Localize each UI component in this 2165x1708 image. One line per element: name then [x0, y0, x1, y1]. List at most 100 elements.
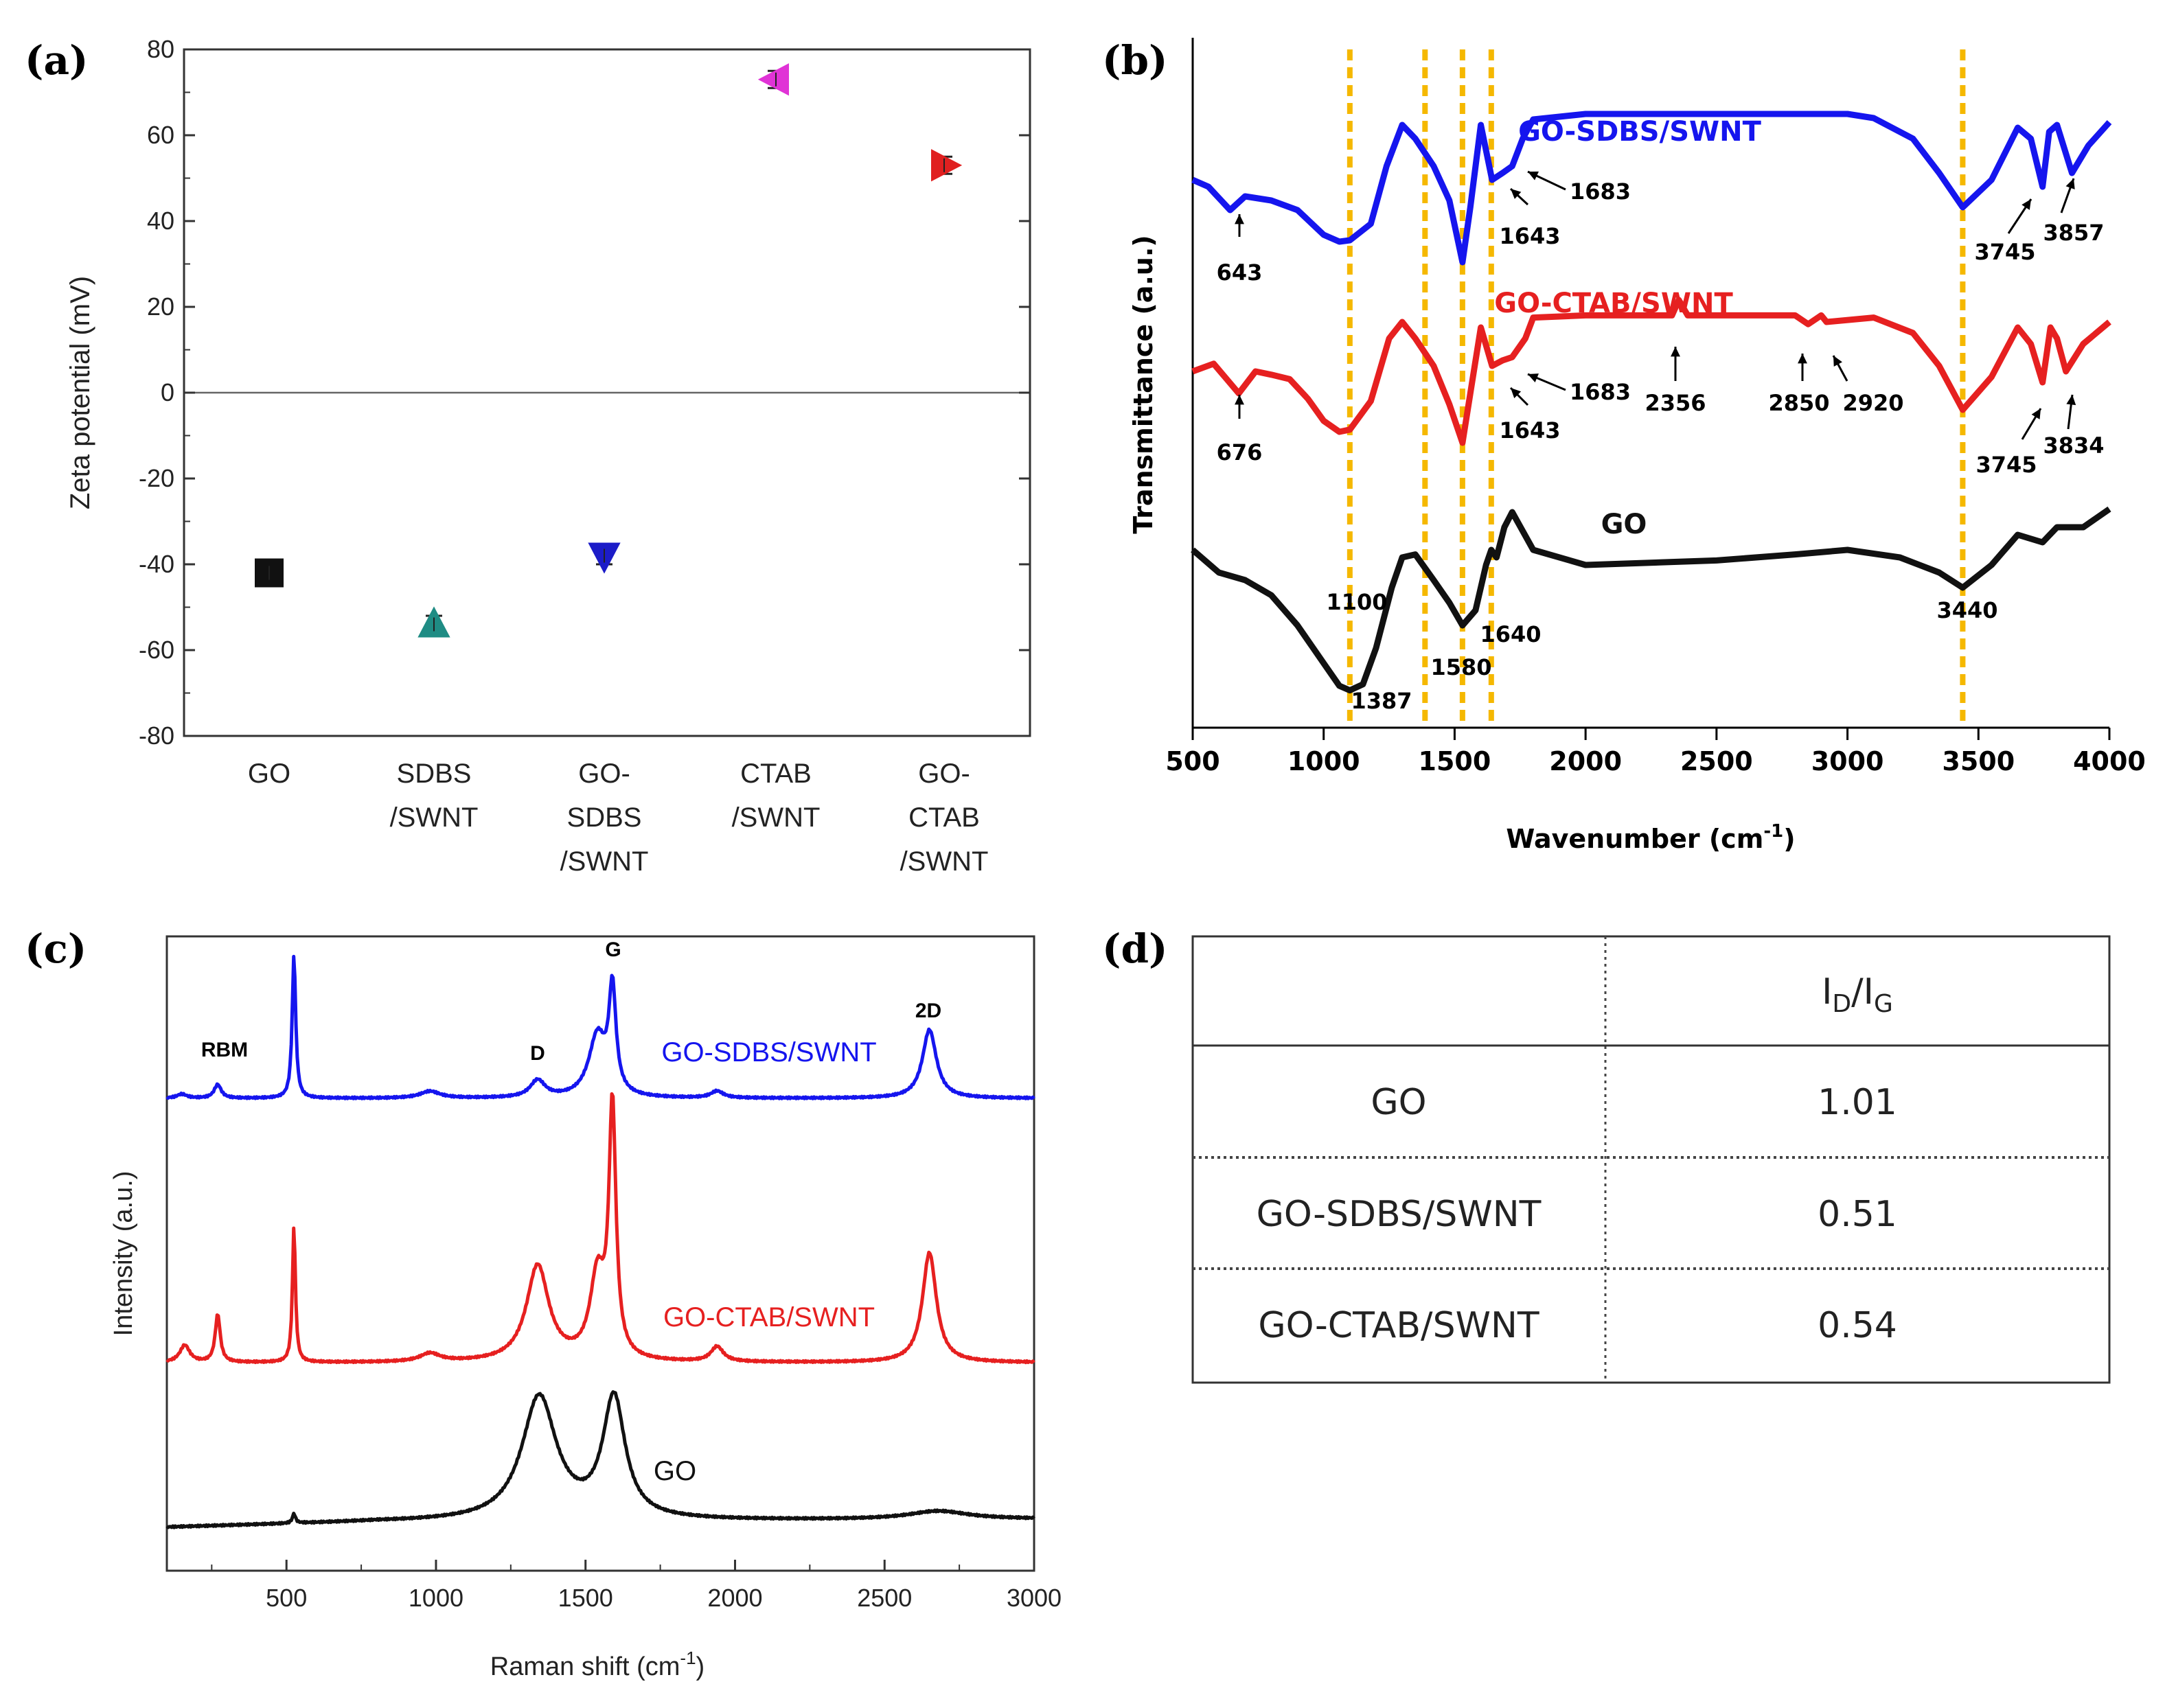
plot-frame-c [165, 935, 1035, 1572]
peak-label-d: D [530, 1042, 545, 1065]
series-label-c-go-sdbs: GO-SDBS/SWNT [661, 1037, 876, 1068]
peak-label-rbm: RBM [201, 1039, 248, 1061]
table-cell-label: GO [1371, 1082, 1426, 1123]
x-ticks-c: 500 1000 1500 2000 2500 3000 [211, 1560, 1062, 1612]
panel-a-zeta-potential: (a) 80 60 40 20 0 -20 -40 -60 -80 GO SDBS/SWNT GO-… [25, 35, 1031, 877]
category-label-a: CTAB [740, 759, 812, 789]
category-label-a: GO- [578, 759, 630, 789]
peak-annotation-b: 2920 [1842, 390, 1903, 416]
series-label-c-go-ctab: GO-CTAB/SWNT [663, 1302, 875, 1332]
peak-annotation-b: 3745 [1974, 239, 2035, 265]
data-point-a [757, 63, 789, 96]
x-tick-label-b: 2500 [1680, 746, 1753, 776]
x-axis-title-b-main: Wavenumber (cm [1506, 824, 1763, 854]
peak-annotation-b: 3834 [2043, 432, 2104, 459]
x-ticks-b: 500 1000 1500 2000 2500 3000 3500 4000 [1165, 728, 2146, 776]
peak-annotation-b: 1100 [1326, 589, 1387, 615]
annotation-arrowhead-b [2066, 395, 2076, 406]
table-header-id-ig: ID/IG [1822, 971, 1893, 1018]
panel-c-raman: (c) 500 1000 1500 2000 2500 3000 RBM D G 2D G… [25, 925, 1062, 1681]
spectrum-b [1191, 506, 2111, 694]
x-axis-title-c: Raman shift (cm-1) [490, 1648, 705, 1681]
peak-annotation-b: 643 [1217, 259, 1263, 286]
spectra-b [1191, 111, 2112, 694]
category-label-a: GO- [918, 759, 970, 789]
y-axis-title-b: Transmittance (a.u.) [1128, 235, 1158, 533]
y-tick-label-a: 40 [147, 207, 174, 235]
data-points-a [255, 63, 963, 638]
series-label-b-go-ctab: GO-CTAB/SWNT [1494, 288, 1733, 319]
peak-annotations-b: 643 1643 1683 3745 3857 676 1643 1683 2356 2850 29… [1217, 170, 2105, 714]
peak-annotation-b: 3440 [1936, 597, 1997, 623]
spectrum-b [1191, 111, 2112, 266]
y-axis-title-a: Zeta potential (mV) [65, 276, 95, 509]
category-label-a: GO [248, 759, 290, 789]
annotation-arrowhead-b [1511, 189, 1522, 199]
x-axis-title-b-close: ) [1783, 824, 1795, 854]
peak-annotation-b: 1640 [1480, 621, 1541, 647]
x-tick-label-c: 1500 [558, 1584, 613, 1612]
y-ticks-a: 80 60 40 20 0 -20 -40 -60 -80 [139, 35, 1030, 750]
x-axis-title-b-sup: -1 [1763, 821, 1783, 842]
panel-label-d: (d) [1102, 925, 1167, 972]
panel-label-a: (a) [25, 37, 88, 84]
spectra-c [165, 954, 1035, 1530]
annotation-arrowhead-b [1671, 347, 1680, 357]
x-axis-title-c-close: ) [696, 1652, 705, 1681]
peak-annotation-b: 1683 [1570, 178, 1631, 205]
category-label-a: /SWNT [732, 803, 821, 833]
x-tick-label-b: 500 [1165, 746, 1219, 776]
category-label-a: CTAB [908, 803, 980, 833]
panel-d-table: (d) ID/IG GO 1.01 GO-SDBS/SWNT 0.51 GO-C… [1102, 925, 2111, 1384]
y-tick-label-a: -20 [139, 464, 174, 492]
annotation-arrowhead-b [2031, 408, 2041, 419]
annotation-arrowhead-b [1833, 356, 1842, 367]
peak-annotation-b: 1683 [1570, 379, 1631, 405]
y-axis-title-c: Intensity (a.u.) [109, 1171, 138, 1337]
x-axis-title-c-main: Raman shift (cm [490, 1652, 680, 1681]
peak-annotation-b: 676 [1217, 439, 1263, 465]
x-tick-label-c: 2000 [707, 1584, 762, 1612]
table-cell-value: 1.01 [1818, 1082, 1897, 1123]
spectrum-c [165, 954, 1035, 1100]
annotation-arrowhead-b [1798, 354, 1807, 364]
x-tick-label-b: 2000 [1549, 746, 1622, 776]
category-label-a: /SWNT [900, 846, 989, 877]
annotation-arrowhead-b [1235, 214, 1244, 224]
x-tick-label-b: 3500 [1942, 746, 2015, 776]
x-tick-label-b: 4000 [2073, 746, 2146, 776]
category-label-a: /SWNT [390, 803, 479, 833]
header-sub-g: G [1874, 990, 1893, 1018]
peak-label-g: G [605, 938, 621, 961]
x-tick-label-c: 2500 [857, 1584, 912, 1612]
series-label-b-go: GO [1601, 509, 1647, 540]
category-label-a: /SWNT [560, 846, 649, 877]
table-cell-label: GO-SDBS/SWNT [1257, 1194, 1542, 1235]
series-label-c-go: GO [654, 1456, 696, 1486]
header-slash-i: /I [1851, 971, 1874, 1013]
y-tick-label-a: 20 [147, 292, 174, 321]
header-i-d: I [1822, 971, 1832, 1013]
peak-annotation-b: 1643 [1499, 223, 1560, 249]
y-tick-label-a: -80 [139, 722, 174, 750]
peak-annotation-b: 1643 [1499, 417, 1560, 443]
x-axis-title-b: Wavenumber (cm-1) [1506, 821, 1795, 854]
peak-annotation-b: 2356 [1645, 390, 1706, 416]
y-tick-label-a: 0 [161, 378, 174, 406]
y-tick-label-a: -60 [139, 636, 174, 664]
annotation-arrowhead-b [1528, 373, 1539, 382]
category-label-a: SDBS [567, 803, 642, 833]
x-tick-label-b: 1500 [1419, 746, 1491, 776]
peak-annotation-b: 1580 [1430, 654, 1491, 680]
peak-annotation-b: 1387 [1351, 688, 1412, 714]
table-cell-value: 0.54 [1818, 1305, 1897, 1346]
peak-label-2d: 2D [915, 1000, 941, 1022]
annotation-arrowhead-b [2065, 178, 2075, 189]
category-label-a: SDBS [397, 759, 472, 789]
annotation-arrowhead-b [1528, 171, 1539, 181]
table-cell-value: 0.51 [1818, 1194, 1897, 1235]
x-tick-label-c: 3000 [1007, 1584, 1062, 1612]
x-tick-label-b: 1000 [1287, 746, 1360, 776]
panel-b-ftir: (b) 500 1000 1500 2000 2500 3000 3500 4000 643 1… [1102, 37, 2146, 854]
